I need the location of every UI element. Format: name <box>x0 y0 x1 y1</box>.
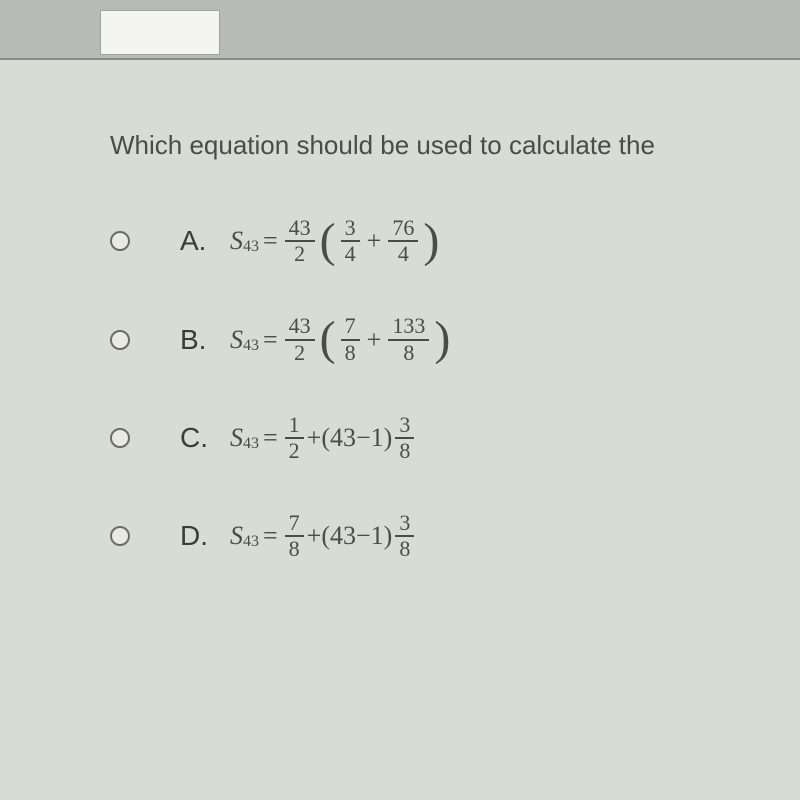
top-bar <box>0 0 800 60</box>
option-row[interactable]: A. S43=432(34+764) <box>110 216 760 266</box>
option-equation: S43=78+(43−1)38 <box>230 511 417 561</box>
radio-icon[interactable] <box>110 526 130 546</box>
option-equation: S43=432(34+764) <box>230 216 441 266</box>
option-letter: A. <box>180 225 230 257</box>
option-row[interactable]: C. S43=12+(43−1)38 <box>110 413 760 463</box>
option-equation: S43=432(78+1338) <box>230 314 452 364</box>
tab-placeholder <box>100 10 220 55</box>
question-text: Which equation should be used to calcula… <box>110 130 760 161</box>
option-row[interactable]: D. S43=78+(43−1)38 <box>110 511 760 561</box>
radio-icon[interactable] <box>110 330 130 350</box>
option-equation: S43=12+(43−1)38 <box>230 413 417 463</box>
option-letter: B. <box>180 324 230 356</box>
option-row[interactable]: B. S43=432(78+1338) <box>110 314 760 364</box>
option-letter: D. <box>180 520 230 552</box>
content: Which equation should be used to calcula… <box>0 60 800 650</box>
radio-icon[interactable] <box>110 428 130 448</box>
option-letter: C. <box>180 422 230 454</box>
options-list: A. S43=432(34+764) B. S43=432(78+1338) C… <box>110 216 760 562</box>
radio-icon[interactable] <box>110 231 130 251</box>
